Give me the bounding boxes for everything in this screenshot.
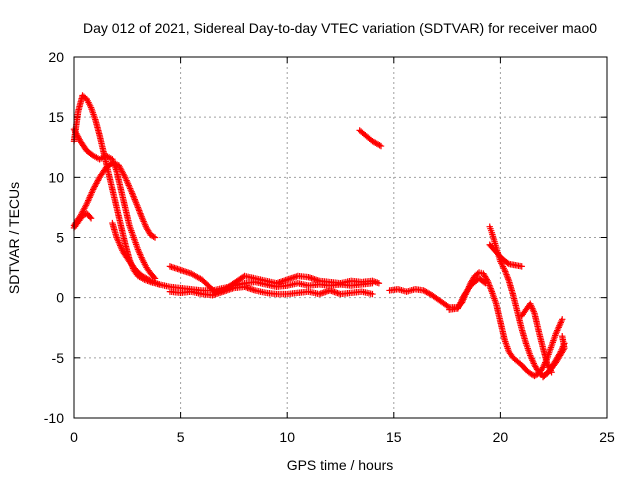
series-track-h <box>356 127 385 150</box>
series-track-l <box>486 241 525 270</box>
x-tick-label: 25 <box>599 429 615 445</box>
y-axis-label: SDTVAR / TECUs <box>6 182 22 294</box>
series-track-a <box>70 92 163 288</box>
y-tick-label: 15 <box>48 109 64 125</box>
point-markers <box>486 223 568 380</box>
x-axis-label: GPS time / hours <box>287 457 394 473</box>
point-markers <box>166 283 376 299</box>
x-tick-label: 5 <box>177 429 185 445</box>
point-markers <box>518 300 555 376</box>
data-points <box>70 92 568 381</box>
series-track-g <box>166 283 376 299</box>
y-tick-label: 0 <box>56 290 64 306</box>
y-tick-label: 5 <box>56 230 64 246</box>
series-track-n <box>539 332 568 381</box>
series-track-j <box>446 275 489 313</box>
series-track-i <box>386 269 566 380</box>
y-tick-label: 20 <box>48 49 64 65</box>
series-track-m <box>518 300 555 376</box>
point-markers <box>486 241 525 270</box>
y-tick-labels: -10 -5 0 5 10 15 20 <box>44 49 64 426</box>
grid-lines <box>74 57 607 418</box>
y-tick-label: 10 <box>48 169 64 185</box>
series-track-f <box>166 263 383 295</box>
x-tick-labels: 0 5 10 15 20 25 <box>70 429 615 445</box>
plot-frame <box>73 56 608 419</box>
x-tick-label: 15 <box>386 429 402 445</box>
point-markers <box>166 263 383 295</box>
point-markers <box>446 275 489 313</box>
point-markers <box>356 127 385 150</box>
y-tick-label: -10 <box>44 410 64 426</box>
point-markers <box>386 269 566 380</box>
chart-title: Day 012 of 2021, Sidereal Day-to-day VTE… <box>83 20 597 36</box>
series-track-k <box>486 223 568 380</box>
x-tick-label: 20 <box>493 429 509 445</box>
y-tick-label: -5 <box>52 350 65 366</box>
x-tick-label: 10 <box>279 429 295 445</box>
x-tick-label: 0 <box>70 429 78 445</box>
point-markers <box>539 332 568 381</box>
point-markers <box>70 92 163 288</box>
